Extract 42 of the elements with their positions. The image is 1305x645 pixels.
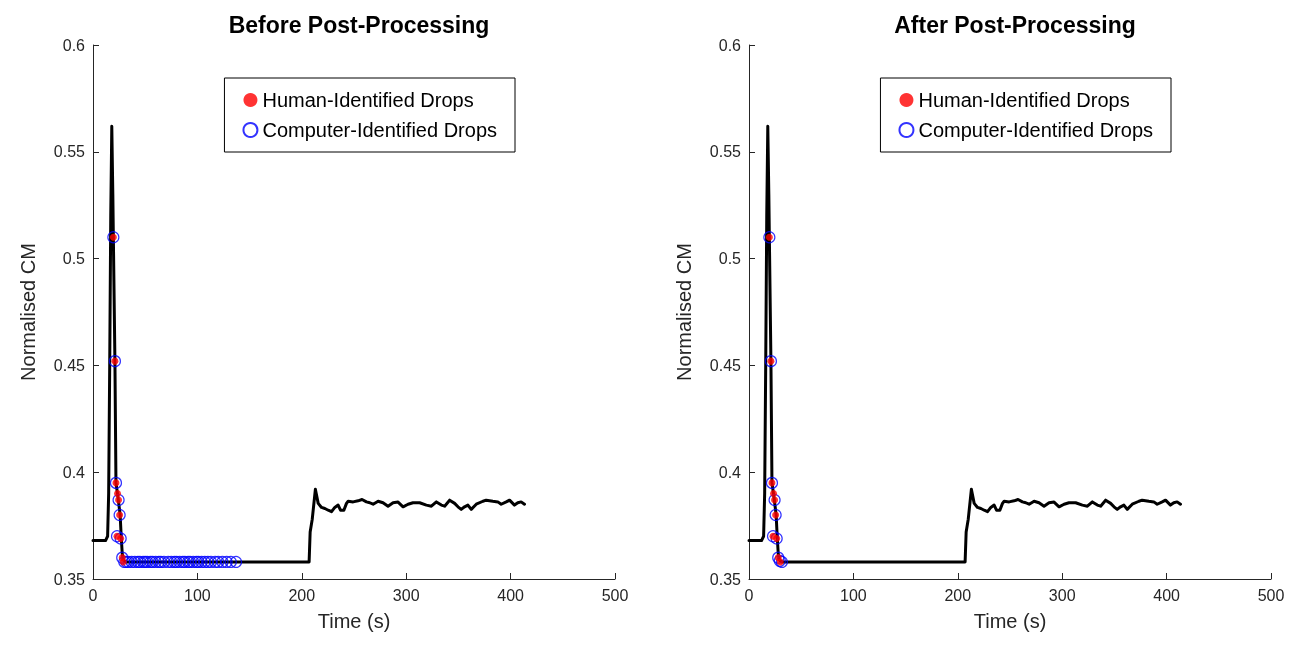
chart-title: Before Post-Processing [228,11,490,38]
point [229,555,243,569]
x-tick-label: 0 [88,586,98,604]
y-tick-label: 0.35 [709,570,742,588]
y-tick-label: 0.6 [62,36,86,54]
point [216,555,229,569]
x-axis-title: Time (s) [973,610,1047,632]
y-tick-label: 0.45 [53,356,86,374]
x-tick-label: 500 [1257,586,1285,604]
y-tick-label: 0.4 [62,463,86,481]
y-tick-label: 0.4 [718,463,742,481]
x-tick-label: 300 [1048,586,1076,604]
y-tick-label: 0.45 [709,356,742,374]
point [224,555,237,569]
x-tick-label: 100 [184,586,211,604]
x-tick-label: 200 [944,586,972,604]
x-tick-label: 500 [601,586,629,604]
legend-label: Computer-Identified Drops [918,119,1154,141]
legend-label: Human-Identified Drops [918,89,1130,111]
point [770,490,778,498]
x-axis-title: Time (s) [317,610,391,632]
line-series [747,124,1182,564]
x-tick-label: 400 [497,586,525,604]
x-tick-label: 300 [392,586,420,604]
y-tick-label: 0.5 [718,250,742,268]
y-tick-label: 0.5 [62,250,86,268]
y-tick-label: 0.55 [53,143,86,161]
y-axis-title: Normalised CM [673,243,695,381]
legend-label: Computer-Identified Drops [262,119,498,141]
line-series [91,124,526,564]
point [114,490,122,498]
y-tick-label: 0.35 [53,570,86,588]
y-axis-title: Normalised CM [17,243,39,381]
x-tick-label: 200 [288,586,316,604]
y-tick-label: 0.55 [709,143,742,161]
chart-title: After Post-Processing [894,11,1136,38]
legend-label: Human-Identified Drops [262,89,474,111]
point [220,555,233,569]
x-tick-label: 400 [1153,586,1181,604]
x-tick-label: 100 [840,586,867,604]
x-tick-label: 0 [744,586,754,604]
y-tick-label: 0.6 [718,36,742,54]
